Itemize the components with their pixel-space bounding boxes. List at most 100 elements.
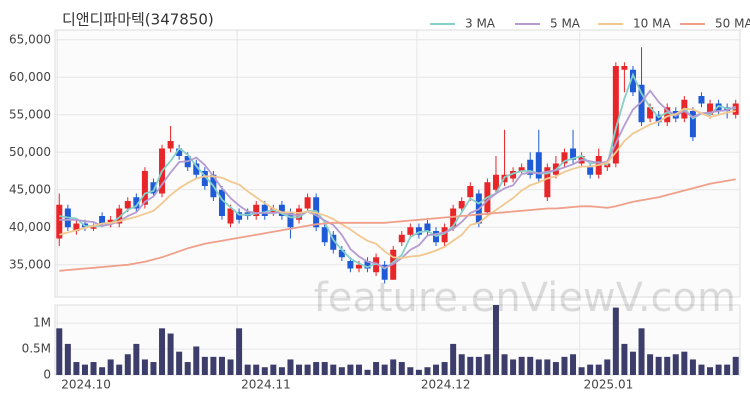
volume-bar [450,343,457,375]
volume-bar [330,364,337,375]
volume-bar [647,354,654,375]
y-tick-label: 40,000 [9,220,51,234]
volume-bar [261,367,268,375]
volume-bar [141,359,148,375]
volume-bar [167,333,174,375]
candle-body [561,152,568,164]
candle-body [150,182,157,194]
volume-bar [73,362,80,375]
ma-line [59,107,736,259]
volume-bar [698,364,705,375]
volume-bar [587,364,594,375]
volume-bar [201,356,208,375]
volume-bar [90,362,97,375]
volume-bar [176,351,183,375]
volume-bar [510,359,517,375]
legend-label: 10 MA [633,17,671,31]
volume-bar [621,343,628,375]
volume-bar [398,362,405,375]
volume-bar [287,359,294,375]
volume-bar [270,364,277,375]
candle-body [518,167,525,171]
candle-body [167,141,174,149]
candle-body [338,249,345,258]
volume-bar [355,364,362,375]
candle-body [99,216,106,224]
volume-bar [570,354,577,375]
candle-body [638,84,645,123]
volume-bar [236,328,243,375]
volume-bar [492,305,499,375]
candle-body [278,204,285,216]
volume-bar [629,351,636,375]
volume-bar [595,364,602,375]
candle-body [458,201,465,209]
volume-bar [441,362,448,375]
y-tick-label: 45,000 [9,182,51,196]
volume-bar [338,367,345,375]
candle-body [570,148,577,160]
x-tick-label: 2024.10 [61,378,111,392]
volume-bar [467,356,474,375]
candle-body [296,208,303,220]
volume-bar [424,367,431,375]
volume-bar [535,359,542,375]
volume-bar [124,354,131,375]
candle-body [176,148,183,156]
volume-bar [715,364,722,375]
volume-bar [552,362,559,375]
candle-body [330,234,337,250]
y-tick-label: 65,000 [9,32,51,46]
candle-body [407,227,414,235]
candle-body [664,107,671,123]
volume-bar [544,359,551,375]
volume-bar [458,354,465,375]
volume-bar [527,356,534,375]
candle-body [261,204,268,216]
candle-body [116,208,123,224]
watermark: feature.enViewV.com [314,275,736,321]
legend-label: 5 MA [550,17,581,31]
volume-bar [475,356,482,375]
candle-body [90,227,97,229]
candle-body [527,159,534,175]
volume-bar [561,356,568,375]
candle-body [629,69,636,93]
y-tick-label: 55,000 [9,107,51,121]
candle-body [689,111,696,138]
y-tick-label: 50,000 [9,145,51,159]
volume-bar [193,346,200,375]
volume-bar [56,328,63,375]
candle-body [510,171,517,179]
candle-body [124,201,131,209]
y-tick-label: 60,000 [9,70,51,84]
y-tick-label: 35,000 [9,257,51,271]
volume-bar [664,356,671,375]
candle-body [698,96,705,104]
volume-bar [253,364,260,375]
volume-bar [724,364,731,375]
candle-body [492,174,499,190]
volume-bar [184,362,191,375]
ma-line [59,89,737,269]
legend-label: 3 MA [465,17,496,31]
volume-bar [218,356,225,375]
x-tick-label: 2024.12 [421,378,471,392]
y-tick-label: 1M [33,316,51,330]
candle-body [287,212,294,228]
candle-body [236,212,243,220]
volume-bar [64,343,71,375]
volume-bar [159,328,166,375]
volume-bar [116,364,123,375]
candle-body [304,197,311,209]
candle-body [647,107,654,119]
volume-bar [655,356,662,375]
volume-bar [107,359,114,375]
volume-bar [484,354,491,375]
volume-bar [638,328,645,375]
candle-body [355,264,362,269]
x-tick-label: 2025.01 [584,378,634,392]
volume-bar [604,359,611,375]
volume-bar [278,367,285,375]
